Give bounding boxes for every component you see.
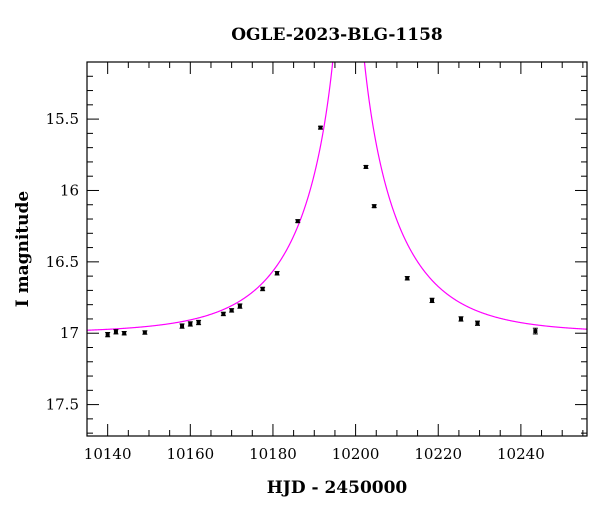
data-point (371, 204, 377, 209)
y-axis-title: I magnitude (13, 191, 33, 308)
data-point (179, 323, 185, 329)
data-point (404, 276, 410, 281)
data-point (113, 329, 119, 335)
data-point (532, 327, 538, 335)
data-point (458, 316, 464, 322)
x-tick-label: 10240 (497, 445, 545, 463)
data-point (142, 330, 148, 335)
plot-area (87, 62, 587, 338)
data-point (229, 308, 235, 313)
x-axis-title: HJD - 2450000 (267, 478, 408, 498)
data-point (429, 297, 435, 304)
x-tick-label: 10180 (249, 445, 297, 463)
x-tick-label: 10200 (332, 445, 380, 463)
model-curve (87, 62, 587, 331)
y-tick-label: 17.5 (46, 396, 79, 414)
data-point (121, 331, 127, 336)
data-points (105, 125, 538, 338)
data-point (260, 286, 266, 292)
axis-tick-labels: 10140 10160 10180 10200 10220 10240 15.5 16 16.5… (46, 110, 545, 463)
data-point (220, 311, 226, 317)
data-point (237, 303, 243, 309)
y-tick-label: 17 (60, 324, 79, 342)
data-point (317, 125, 323, 130)
x-tick-label: 10220 (414, 445, 462, 463)
plot-frame (86, 61, 588, 437)
data-point (187, 321, 193, 327)
axis-ticks (86, 61, 587, 436)
chart-title: OGLE-2023-BLG-1158 (231, 25, 443, 45)
data-point (474, 320, 480, 326)
y-tick-label: 16 (60, 181, 79, 199)
data-point (196, 319, 202, 326)
data-point (295, 219, 301, 224)
data-point (105, 332, 111, 338)
y-tick-label: 15.5 (46, 110, 79, 128)
data-point (274, 271, 280, 276)
data-point (363, 164, 369, 169)
y-tick-label: 16.5 (46, 253, 79, 271)
x-tick-label: 10160 (166, 445, 214, 463)
x-tick-label: 10140 (84, 445, 132, 463)
